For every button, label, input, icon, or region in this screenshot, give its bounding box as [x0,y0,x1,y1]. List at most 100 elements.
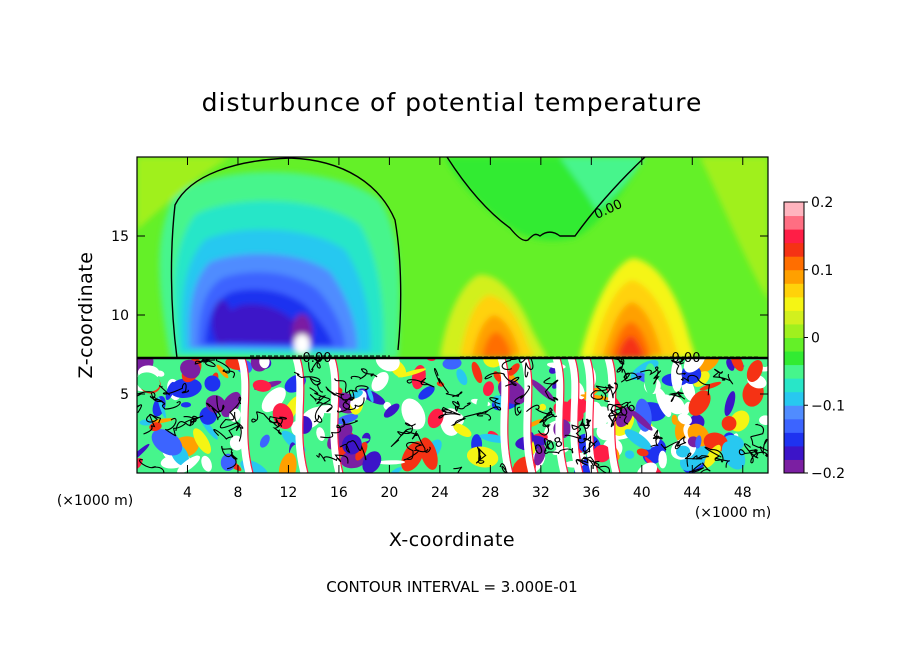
turbulence-cell [508,363,520,376]
x-tick-label: 28 [481,485,499,501]
colorbar-swatch [784,296,804,311]
turbulence-cell [205,395,226,413]
y-axis: 5 10 15 [111,229,768,403]
colorbar-swatch [784,351,804,366]
contour-line [543,377,559,403]
contour-line [325,386,365,410]
colorbar-swatch [784,242,804,257]
x-tick-label: 24 [431,485,449,501]
contour-line [543,438,574,455]
turbulence-cell [375,358,400,372]
turbulence-cell [362,451,382,473]
colorbar-swatch [784,445,804,460]
turbulence-cell [259,434,270,448]
colorbar-swatch [784,323,804,338]
colorbar-tick-label: −0.1 [811,398,845,414]
colorbar-swatch [784,256,804,271]
colorbar-swatch [784,283,804,298]
turbulence-cell [530,379,555,402]
contour-line [219,396,244,429]
turbulence-cell [335,413,359,425]
turbulence-cell [390,467,402,473]
contour-line [680,374,710,396]
contour-line [475,446,487,464]
turbulence-cell [624,429,652,450]
contour-line [580,418,592,429]
contour-line [138,459,165,473]
plume-edge [527,358,537,473]
contour-zero-top [446,157,646,242]
contour-line [390,422,416,447]
colorbar-tick-label: 0.1 [811,263,833,279]
contour-line [206,395,225,421]
colorbar: 0.2 0.1 0 −0.1 −0.2 [783,195,845,482]
x-tick-label: 36 [582,485,600,501]
contour-line [406,377,435,388]
x-tick-label: 12 [280,485,298,501]
turbulence-cell [624,450,635,459]
contour-label: 0.00 [672,351,701,366]
x-unit-label: (×1000 m) [57,493,133,509]
turbulence-cell [671,414,678,425]
contour-line [405,428,431,453]
turbulence-cell [471,361,483,384]
turbulence-cell [695,435,702,449]
turbulence-cell [355,441,368,461]
contour-line [158,382,190,396]
turbulence-cell [663,394,672,403]
contour-line [221,445,238,470]
contour-line [514,385,530,416]
turbulence-cell [681,401,692,417]
plume [520,358,536,473]
x-axis: 4 8 12 16 20 24 28 32 36 40 44 48 [183,157,752,501]
contour-line [350,368,378,380]
x-axis-title: X-coordinate [389,529,515,551]
turbulence-cell [699,381,722,391]
contour-line [316,453,349,464]
turbulence-cell [137,443,150,465]
colorbar-swatch [784,269,804,284]
contour-line [704,446,730,468]
turbulence-cell [252,379,272,392]
turbulence-cell [746,359,763,383]
turbulence-cell [165,381,175,401]
contour-line [575,456,600,466]
colorbar-tick-label: 0.2 [811,195,833,211]
plot-area [137,157,768,473]
plume [582,358,598,473]
turbulence-cell [436,381,445,387]
colorbar-tick-label: 0 [811,331,820,347]
contour-line [251,411,280,427]
contour-line [308,358,323,373]
turbulence-cell [442,358,462,370]
colorbar-swatch [784,459,804,474]
colorbar-swatch [784,378,804,393]
contour-line [213,424,242,442]
x-tick-label: 8 [233,485,242,501]
turbulence-cell [655,387,672,418]
contour-line [202,358,236,379]
turbulence-cell [137,372,160,392]
contour-line [499,463,509,473]
turbulence-cell [180,402,192,408]
turbulence-cell [371,371,389,392]
contour-line [434,368,463,398]
x-tick-label: 16 [330,485,348,501]
turbulence-cell [483,381,494,397]
contour-interval-note: CONTOUR INTERVAL = 3.000E-01 [326,578,577,596]
contour-line [518,358,534,378]
contour-label: 0.00 [303,351,332,366]
colorbar-swatch [784,229,804,244]
contour-line [684,452,709,467]
turbulence-cell [261,387,286,413]
turbulence-cell [139,419,153,426]
colorbar-swatch [784,405,804,420]
colorbar-tick-label: −0.2 [811,466,845,482]
turbulence-cell [401,398,426,430]
colorbar-swatch [784,391,804,406]
turbulence-cell [427,408,444,429]
colorbar-swatch [784,215,804,230]
turbulence-cell [593,444,611,463]
chart-title: disturbunce of potential temperature [202,88,703,117]
x-tick-label: 4 [183,485,192,501]
